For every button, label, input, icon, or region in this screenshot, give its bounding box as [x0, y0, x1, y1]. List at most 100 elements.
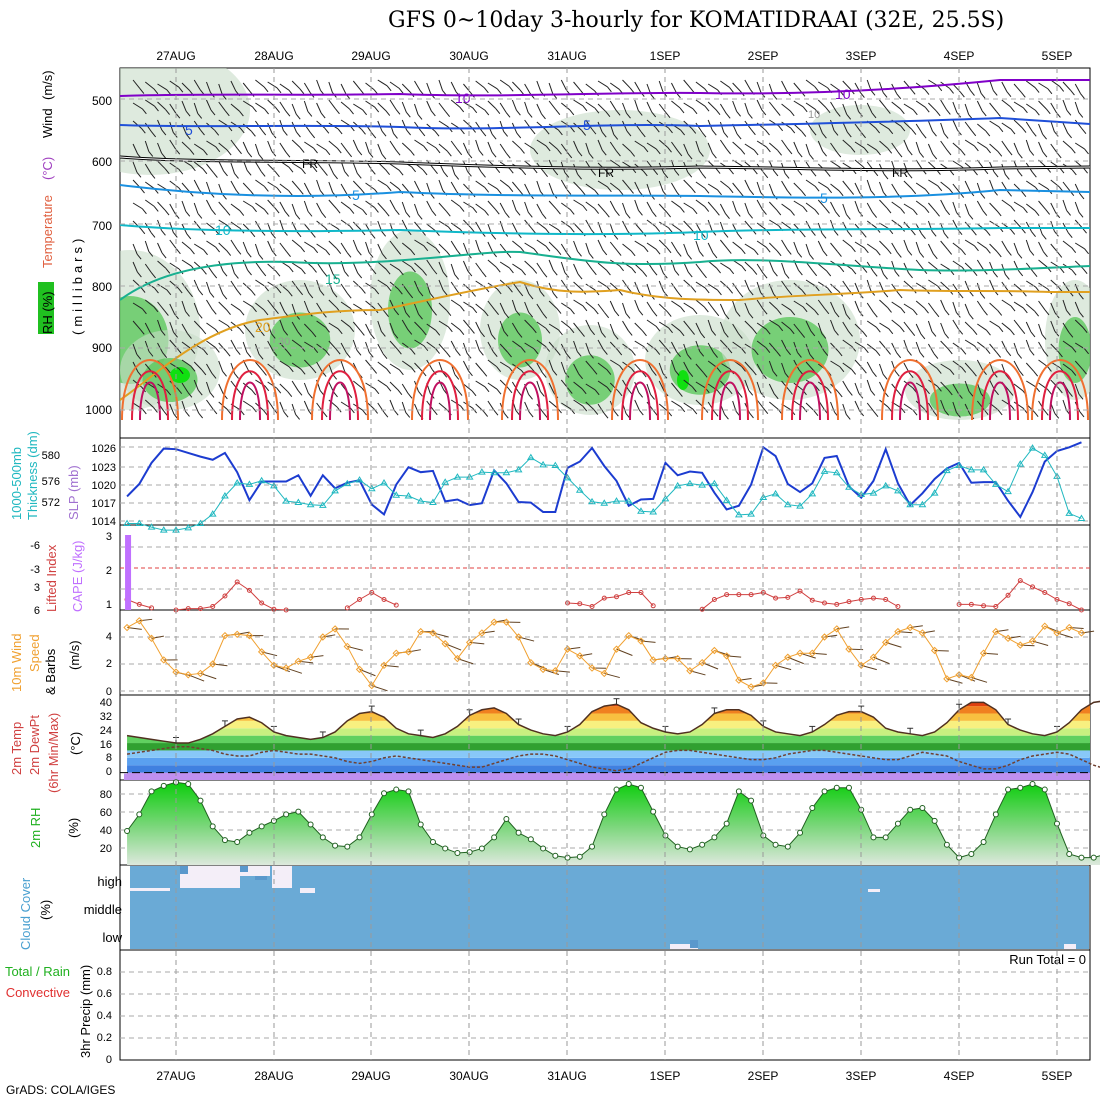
wind-barb	[732, 241, 742, 250]
wind-barb	[931, 331, 937, 337]
wind-barb	[193, 79, 201, 90]
rh-point	[393, 786, 400, 793]
wind-barb	[144, 322, 151, 334]
wind-barb	[539, 391, 545, 397]
wind-barb	[631, 350, 636, 356]
wind-barb	[589, 353, 594, 359]
wind-barb	[346, 251, 352, 258]
wind-barb	[1013, 160, 1019, 172]
wind-barb	[304, 341, 315, 349]
wind-barb	[935, 211, 940, 217]
wind-barb	[365, 282, 376, 290]
wind-barb	[249, 332, 255, 338]
wind-barb	[285, 110, 291, 117]
wind-barb	[1066, 310, 1071, 316]
wind-barb	[994, 389, 999, 396]
wind-barb	[414, 262, 423, 271]
wind-barb	[250, 290, 256, 296]
wind-barb	[762, 209, 767, 215]
thickness-point	[294, 498, 303, 506]
wind-barb	[873, 170, 879, 177]
wind-barb	[943, 133, 949, 139]
wind-barb	[928, 202, 936, 212]
y-tick-label: 1014	[92, 516, 116, 528]
wind-barb	[316, 343, 326, 351]
wind-barb	[340, 183, 347, 194]
wind-barb	[511, 222, 518, 234]
y-tick-label: 40	[100, 697, 112, 709]
wind-barb	[811, 170, 817, 177]
temp-band	[127, 757, 1090, 766]
contour-label: 15	[325, 271, 341, 287]
wind-barb	[230, 221, 241, 229]
wind-barb	[316, 161, 324, 171]
wind-barb	[263, 309, 269, 316]
wind-barb	[658, 103, 667, 113]
wind-barb	[401, 283, 410, 294]
wind-barb	[414, 80, 421, 91]
wind-barb	[536, 339, 546, 347]
wind-barb	[749, 189, 755, 196]
wind-barb	[788, 389, 793, 395]
y-axis-title: Total / Rain	[5, 964, 70, 979]
wind-barb	[206, 263, 214, 274]
thickness-point	[159, 526, 168, 533]
wind-barb	[577, 173, 582, 180]
wind-barb	[946, 149, 952, 156]
wind-barb	[626, 112, 631, 119]
wind-barb	[151, 131, 157, 138]
wind-barb	[752, 328, 758, 335]
wind-barb	[524, 101, 529, 113]
rh-area	[127, 782, 1100, 865]
wind-barb	[695, 222, 702, 233]
wind-barb	[1047, 389, 1052, 395]
wind-barb	[622, 320, 629, 331]
wind-barb	[900, 208, 906, 214]
wind-barb	[947, 348, 953, 355]
wind-barb	[695, 122, 703, 133]
wind-barb	[793, 300, 804, 308]
wind-barb	[328, 99, 336, 110]
wind-barb	[814, 86, 820, 92]
wind-barb	[545, 346, 551, 352]
wind-speed-point	[1028, 637, 1037, 645]
wind-barb	[377, 202, 386, 212]
wind-barb	[772, 94, 778, 100]
wind-barb	[381, 230, 387, 237]
wind-barb	[737, 392, 743, 398]
wind-barb	[524, 342, 535, 350]
wind-barb	[985, 247, 991, 254]
wind-barb	[915, 341, 921, 353]
li-point	[589, 604, 595, 609]
wind-barb	[267, 299, 275, 309]
wind-barb	[1013, 383, 1024, 392]
wind-barb	[169, 362, 180, 370]
wind-barb	[919, 252, 925, 258]
wind-barb	[398, 87, 404, 94]
wind-barb	[132, 320, 141, 330]
wind-barb	[303, 323, 313, 333]
wind-barb	[585, 383, 596, 391]
y-axis-title: 2m RH	[28, 808, 43, 848]
wind-barb	[193, 302, 199, 314]
wind-speed-point	[282, 664, 290, 672]
y-tick-label: 0	[106, 686, 112, 698]
wind-barb	[218, 83, 223, 95]
wind-barb	[634, 181, 641, 193]
wind-barb	[756, 99, 763, 111]
wind-barb	[615, 210, 620, 217]
wind-barb	[503, 330, 509, 337]
wind-barb	[206, 81, 211, 93]
wind-barb	[732, 282, 740, 293]
wind-barb	[610, 359, 620, 367]
wind-barb	[1083, 167, 1089, 174]
wind-barb	[561, 202, 571, 210]
rh-legend-swatch	[38, 282, 54, 334]
rh-point	[185, 781, 192, 788]
wind-barb	[744, 302, 750, 314]
wind-barb	[971, 130, 977, 137]
thickness-point	[367, 484, 376, 492]
wind-barb	[324, 127, 330, 134]
wind-barb	[215, 146, 221, 153]
wind-barb	[861, 132, 866, 139]
